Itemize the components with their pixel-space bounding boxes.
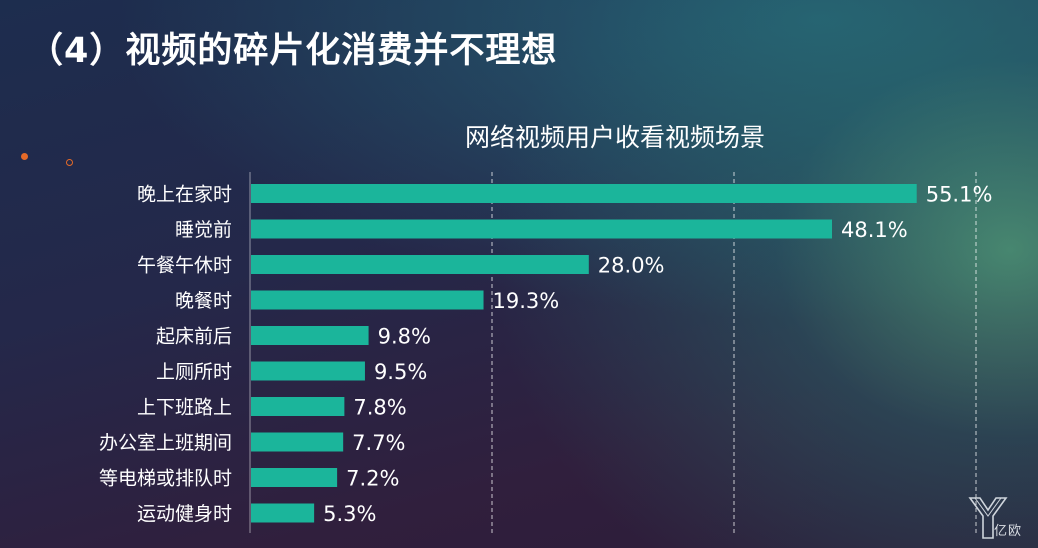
bar <box>251 432 344 452</box>
value-label: 9.8% <box>378 325 431 349</box>
value-label: 7.8% <box>353 396 406 420</box>
value-label: 48.1% <box>841 218 908 242</box>
value-label: 7.2% <box>346 467 399 491</box>
value-label: 9.5% <box>374 360 427 384</box>
value-label: 19.3% <box>493 289 560 313</box>
category-label: 等电梯或排队时 <box>99 468 232 490</box>
bar <box>251 468 338 487</box>
bar <box>251 361 365 381</box>
bar <box>251 219 833 239</box>
bar <box>251 255 589 274</box>
value-label: 28.0% <box>598 254 665 278</box>
bar <box>251 184 917 203</box>
category-label: 起床前后 <box>156 326 232 348</box>
category-label: 睡觉前 <box>175 219 232 241</box>
category-label: 晚上在家时 <box>137 184 232 206</box>
value-label: 5.3% <box>323 502 376 526</box>
yiou-logo-icon <box>968 497 1008 539</box>
category-label: 运动健身时 <box>137 503 232 525</box>
value-label: 55.1% <box>926 183 993 207</box>
category-label: 办公室上班期间 <box>99 432 232 454</box>
category-label: 午餐午休时 <box>137 255 232 277</box>
decorative-ring <box>66 159 73 166</box>
category-label: 晚餐时 <box>175 290 232 312</box>
value-label: 7.7% <box>352 431 405 455</box>
category-label: 上厕所时 <box>156 361 232 383</box>
bar <box>251 503 315 523</box>
chart-title: 网络视频用户收看视频场景 <box>464 123 765 152</box>
category-label: 上下班路上 <box>137 397 232 419</box>
decorative-dot <box>21 153 28 160</box>
bar <box>251 397 345 416</box>
watermark-text: 亿欧 <box>994 524 1023 539</box>
bar <box>251 290 484 310</box>
bar <box>251 326 369 345</box>
slide-title: （4）视频的碎片化消费并不理想 <box>28 31 558 71</box>
